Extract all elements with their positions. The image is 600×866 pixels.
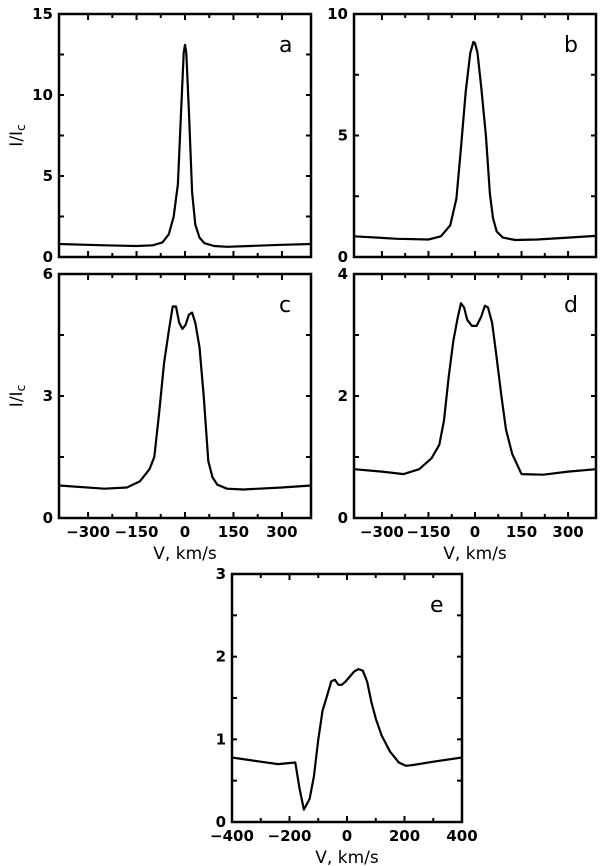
- plot-frame: [352, 272, 598, 520]
- x-tick-label: −300: [66, 523, 110, 541]
- y-axis-title: I/Ic: [7, 385, 28, 407]
- x-tick-label: 400: [446, 827, 477, 845]
- y-axis-title: I/Ic: [7, 124, 28, 146]
- panel-letter: b: [564, 33, 578, 58]
- panel-letter: c: [279, 293, 291, 318]
- y-tick-label: 0: [216, 813, 226, 831]
- x-tick-label: 300: [266, 523, 297, 541]
- y-tick-label: 2: [338, 387, 348, 405]
- y-tick-label: 0: [43, 248, 53, 266]
- x-tick-label: 0: [470, 523, 480, 541]
- y-tick-label: 3: [43, 387, 53, 405]
- plot-frame: [57, 12, 313, 259]
- y-tick-label: 5: [338, 127, 348, 145]
- x-tick-label: 0: [342, 827, 352, 845]
- x-axis-title: V, km/s: [443, 544, 507, 564]
- panel-d: 0 2 4 −300 −150 0 150 300 V, km/s d: [338, 265, 598, 564]
- x-tick-label: −400: [210, 827, 254, 845]
- panel-a: 0 5 10 15 I/Ic a: [7, 5, 313, 266]
- plot-frame: [57, 272, 313, 520]
- x-tick-label: 150: [218, 523, 249, 541]
- series-line-d: [353, 302, 597, 476]
- series-line-b: [353, 40, 597, 242]
- panel-e: 0 1 2 3 −400 −200 0 200 400 V, km/s e: [210, 565, 478, 866]
- y-tick-label: 0: [338, 248, 348, 266]
- panel-letter: e: [430, 593, 444, 618]
- x-tick-label: 0: [180, 523, 190, 541]
- x-tick-label: −300: [360, 523, 404, 541]
- series-line-e: [231, 668, 463, 811]
- x-tick-label: 300: [552, 523, 583, 541]
- y-tick-label: 4: [338, 265, 348, 283]
- y-tick-label: 0: [43, 509, 53, 527]
- panel-b: 0 5 10 b: [327, 5, 598, 266]
- y-tick-label: 15: [32, 5, 53, 23]
- panel-letter: d: [564, 293, 578, 318]
- y-tick-label: 5: [43, 167, 53, 185]
- y-tick-label: 10: [32, 86, 53, 104]
- y-tick-label: 6: [43, 265, 53, 283]
- y-tick-label: 2: [216, 648, 226, 666]
- x-axis-title: V, km/s: [315, 848, 379, 866]
- y-tick-label: 0: [338, 509, 348, 527]
- series-line-c: [58, 305, 312, 491]
- plot-frame: [352, 12, 598, 259]
- y-tick-label: 1: [216, 730, 226, 748]
- x-axis-title: V, km/s: [153, 544, 217, 564]
- series-line-a: [58, 43, 312, 248]
- x-tick-label: −200: [268, 827, 312, 845]
- panel-letter: a: [279, 33, 292, 58]
- y-tick-label: 10: [327, 5, 348, 23]
- x-tick-label: 150: [506, 523, 537, 541]
- y-tick-label: 3: [216, 565, 226, 583]
- plot-frame: [230, 572, 464, 824]
- x-tick-label: 200: [389, 827, 420, 845]
- x-tick-label: −150: [115, 523, 159, 541]
- panel-c: 0 3 6 −300 −150 0 150 300 V, km/s I/Ic c: [7, 265, 313, 564]
- x-tick-label: −150: [407, 523, 451, 541]
